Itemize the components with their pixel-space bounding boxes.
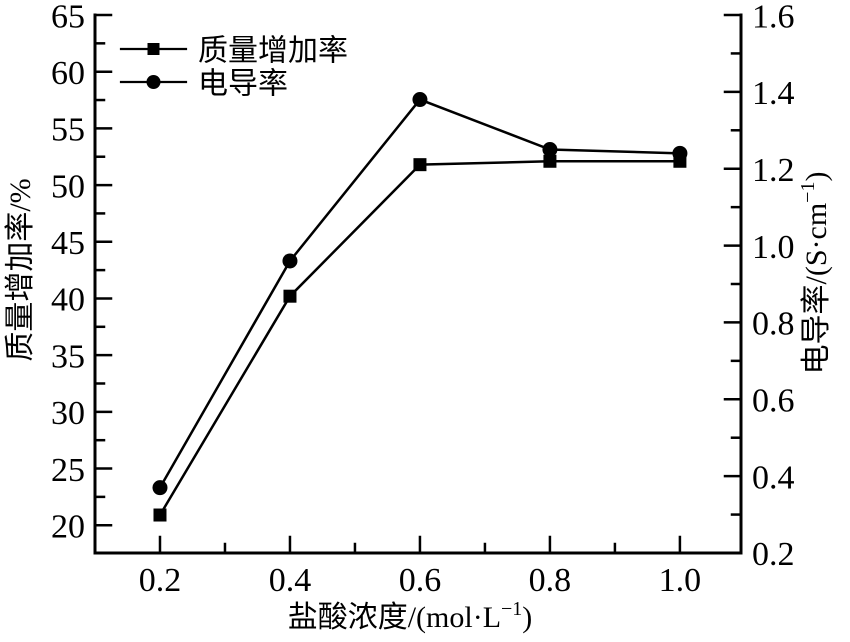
left-tick-label: 35 bbox=[51, 338, 85, 375]
conductivity-series bbox=[152, 92, 688, 496]
left-axis-title: 质量增加率/% bbox=[4, 178, 37, 361]
axes bbox=[93, 13, 743, 555]
right-tick-label: 0.4 bbox=[752, 459, 795, 496]
mass-gain-marker-square-icon bbox=[413, 158, 427, 172]
conductivity-line bbox=[158, 98, 680, 489]
left-tick-label: 65 bbox=[51, 0, 85, 35]
conductivity-marker-circle-icon bbox=[542, 142, 558, 157]
legend-item-mass-gain: 质量增加率 bbox=[119, 34, 348, 67]
left-tick-label: 55 bbox=[51, 112, 85, 149]
left-tick-label: 20 bbox=[51, 508, 85, 545]
left-tick-label: 40 bbox=[51, 282, 85, 319]
left-tick-label: 30 bbox=[51, 395, 85, 432]
mass-gain-marker-square-icon bbox=[283, 289, 297, 303]
x-tick-label: 0.8 bbox=[529, 562, 572, 599]
mass-gain-series bbox=[153, 154, 687, 522]
legend-label: 质量增加率 bbox=[198, 34, 348, 67]
legend-circle-marker-icon bbox=[146, 75, 161, 89]
right-axis-title: 电导率/(S·cm−1) bbox=[797, 172, 833, 375]
x-tick-label: 1.0 bbox=[659, 562, 702, 599]
conductivity-marker-circle-icon bbox=[282, 253, 298, 269]
right-tick-label: 1.6 bbox=[752, 0, 795, 35]
legend-item-conductivity: 电导率 bbox=[119, 67, 288, 100]
conductivity-marker-circle-icon bbox=[672, 145, 688, 161]
left-tick-label: 45 bbox=[51, 225, 85, 262]
left-tick-label: 60 bbox=[51, 55, 85, 92]
right-tick-label: 1.4 bbox=[752, 75, 795, 112]
right-tick-label: 0.2 bbox=[752, 536, 795, 573]
x-tick-label: 0.4 bbox=[269, 562, 312, 599]
mass-gain-marker-square-icon bbox=[153, 508, 167, 522]
conductivity-marker-circle-icon bbox=[152, 480, 168, 496]
right-tick-label: 0.8 bbox=[752, 306, 795, 343]
right-tick-label: 1.2 bbox=[752, 152, 795, 189]
x-axis-title: 盐酸浓度/(mol·L−1) bbox=[288, 598, 533, 634]
legend-square-marker-icon bbox=[147, 43, 160, 55]
x-tick-label: 0.6 bbox=[399, 562, 442, 599]
mass-gain-marker-square-icon bbox=[543, 154, 557, 168]
x-tick-label: 0.2 bbox=[139, 562, 182, 599]
mass-gain-line bbox=[158, 160, 680, 516]
right-tick-label: 1.0 bbox=[752, 229, 795, 266]
left-tick-label: 25 bbox=[51, 452, 85, 489]
legend-label: 电导率 bbox=[198, 67, 288, 100]
right-tick-label: 0.6 bbox=[752, 383, 795, 420]
left-tick-label: 50 bbox=[51, 168, 85, 205]
conductivity-marker-circle-icon bbox=[412, 92, 428, 108]
